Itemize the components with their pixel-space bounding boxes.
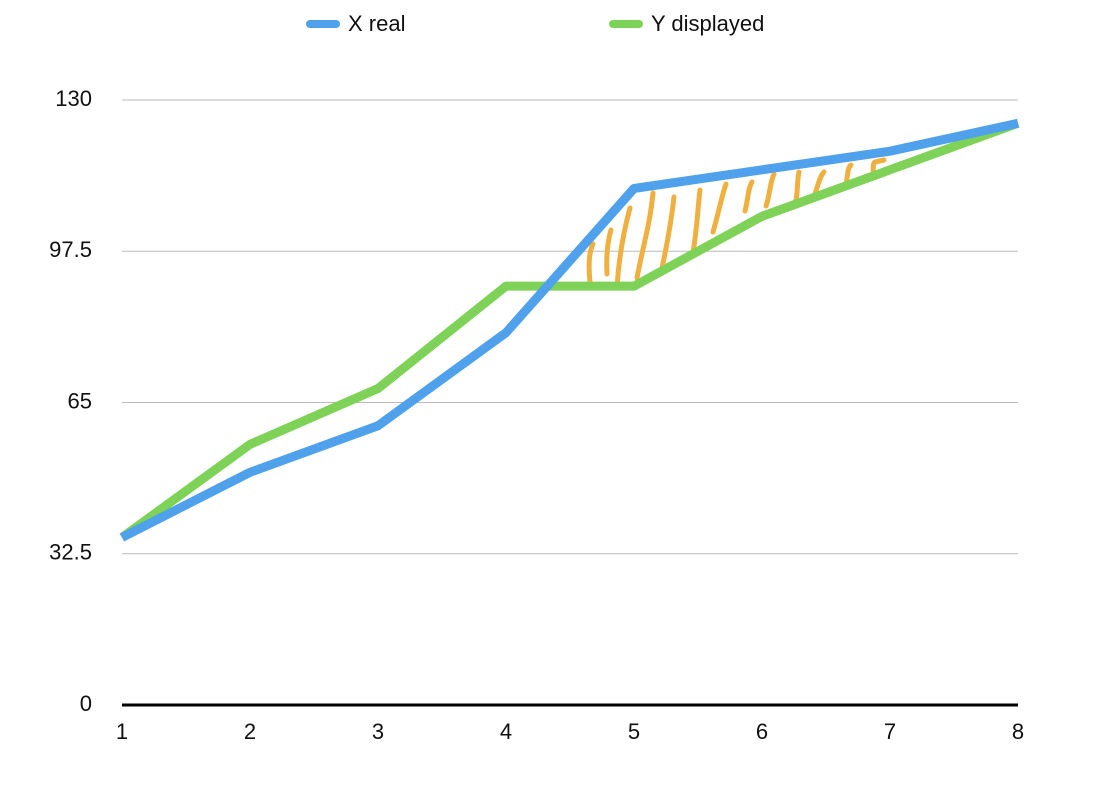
- series-line: [119, 119, 1020, 542]
- legend-label: Y displayed: [651, 11, 764, 36]
- x-tick-label: 3: [372, 719, 384, 744]
- x-tick-label: 5: [628, 719, 640, 744]
- legend-label: X real: [348, 11, 405, 36]
- annotation-hatching: [586, 157, 887, 290]
- y-tick-label: 0: [80, 691, 92, 716]
- x-tick-label: 6: [756, 719, 768, 744]
- y-tick-label: 65: [68, 388, 92, 413]
- series-line: [119, 118, 1019, 542]
- x-tick-label: 1: [116, 719, 128, 744]
- x-tick-label: 2: [244, 719, 256, 744]
- x-tick-label: 4: [500, 719, 512, 744]
- x-tick-label: 8: [1012, 719, 1024, 744]
- x-tick-label: 7: [884, 719, 896, 744]
- y-tick-label: 130: [55, 86, 92, 111]
- y-tick-label: 32.5: [49, 540, 92, 565]
- y-tick-label: 97.5: [49, 237, 92, 262]
